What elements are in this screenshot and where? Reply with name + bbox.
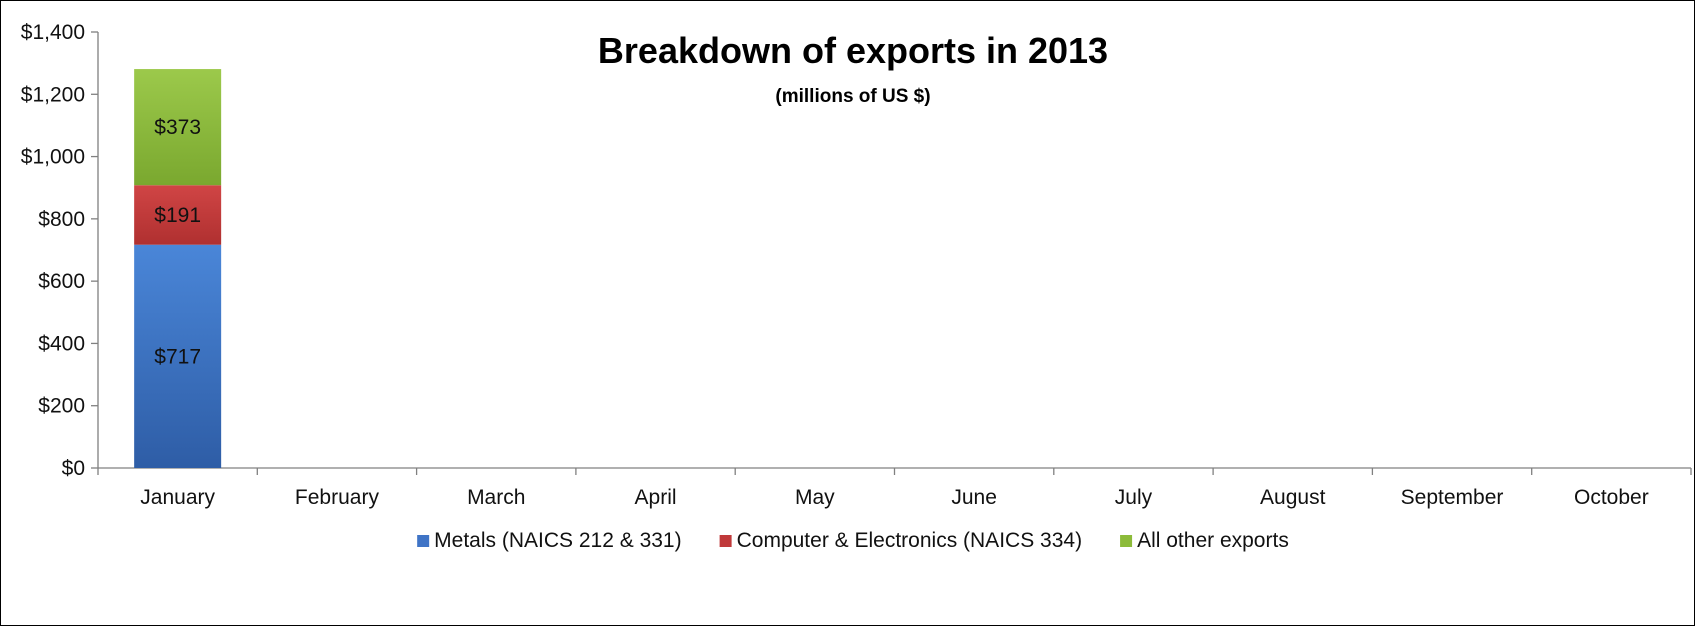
- y-tick-label: $800: [38, 208, 85, 231]
- legend-swatch: [417, 535, 430, 547]
- data-label: $717: [154, 345, 201, 368]
- x-tick-label: May: [795, 486, 835, 509]
- data-label: $373: [154, 116, 201, 139]
- y-tick-label: $400: [38, 332, 85, 355]
- legend-label: Computer & Electronics (NAICS 334): [737, 529, 1082, 552]
- legend-label: All other exports: [1137, 529, 1289, 552]
- legend-label: Metals (NAICS 212 & 331): [434, 529, 681, 552]
- legend-swatch: [1120, 535, 1133, 547]
- chart-title: Breakdown of exports in 2013: [598, 30, 1108, 71]
- data-label: $191: [154, 204, 201, 227]
- x-tick-label: February: [295, 486, 380, 509]
- y-tick-label: $1,200: [21, 83, 85, 106]
- x-tick-label: June: [951, 486, 997, 509]
- x-tick-label: July: [1115, 486, 1153, 509]
- y-tick-label: $600: [38, 270, 85, 293]
- bar-segment: [134, 69, 222, 186]
- y-tick-label: $200: [38, 395, 85, 418]
- bar-segment: [134, 244, 222, 468]
- y-tick-label: $1,000: [21, 146, 85, 169]
- chart-subtitle: (millions of US $): [775, 86, 930, 107]
- bars: $717 $191 $373: [134, 69, 222, 468]
- y-tick-label: $0: [62, 457, 85, 480]
- x-tick-label: August: [1260, 486, 1326, 509]
- x-tick-label: January: [140, 486, 215, 509]
- bar-segment: [134, 185, 222, 245]
- y-tick-label: $1,400: [21, 21, 85, 44]
- legend: Metals (NAICS 212 & 331) Computer & Elect…: [417, 529, 1289, 552]
- x-tick-label: April: [635, 486, 677, 509]
- x-tick-label: September: [1401, 486, 1504, 509]
- legend-swatch: [719, 535, 732, 547]
- x-tick-label: March: [467, 486, 525, 509]
- axes: $0 $200 $400 $600 $800 $1,000 $1,200 $1,400 Janu…: [21, 21, 1692, 509]
- x-tick-label: October: [1574, 486, 1649, 509]
